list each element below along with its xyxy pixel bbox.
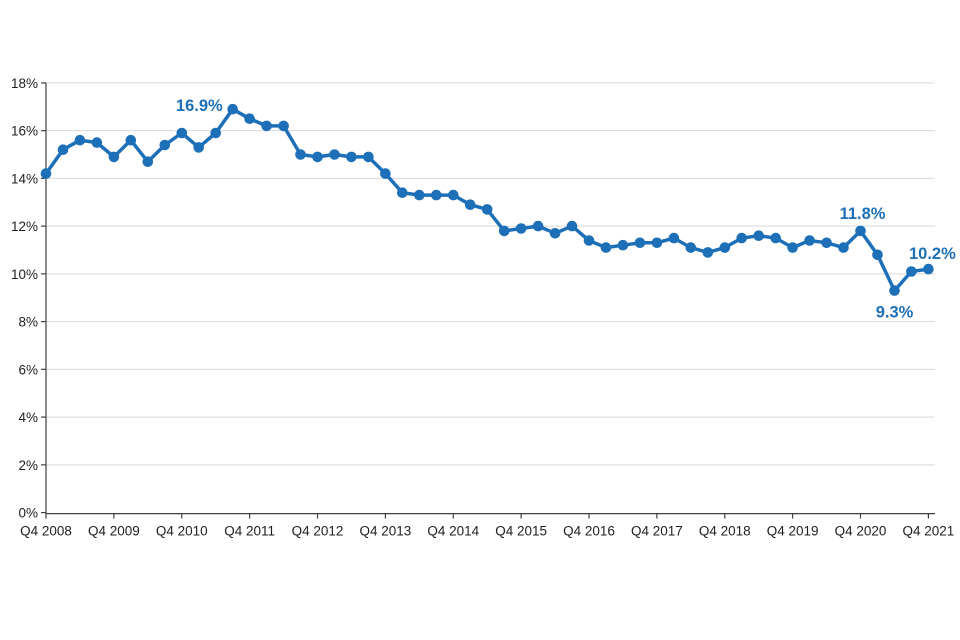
x-axis-tick-label: Q4 2018 (699, 524, 751, 539)
data-point (244, 113, 255, 124)
data-point (566, 220, 578, 232)
y-axis-tick-label: 18% (11, 76, 38, 91)
y-axis-tick-label: 0% (18, 506, 38, 521)
data-point (481, 204, 493, 215)
x-axis-tick-label: Q4 2019 (767, 524, 819, 539)
data-label-annotation: 11.8% (840, 205, 886, 223)
data-point (329, 149, 340, 160)
data-point (108, 151, 120, 163)
data-point (312, 151, 323, 163)
data-point (719, 242, 731, 253)
data-point (787, 242, 798, 253)
y-axis-tick-label: 16% (11, 124, 38, 139)
data-point (634, 237, 646, 249)
data-point (889, 285, 900, 296)
data-point (685, 242, 697, 253)
data-point (549, 228, 561, 239)
data-point (91, 137, 103, 148)
x-axis-tick-label: Q4 2009 (88, 524, 140, 539)
data-point (227, 103, 238, 115)
data-point (821, 237, 832, 249)
data-point (804, 235, 815, 246)
data-point (414, 189, 425, 201)
data-point (448, 189, 459, 201)
y-axis-tick-label: 2% (18, 458, 38, 473)
data-point (651, 237, 663, 249)
data-label-annotation: 16.9% (176, 97, 223, 115)
data-point (770, 232, 781, 244)
x-axis-tick-label: Q4 2011 (224, 524, 275, 539)
y-axis-tick-label: 4% (18, 410, 38, 425)
data-point (57, 144, 69, 155)
data-point (142, 156, 154, 167)
data-point (125, 134, 137, 146)
x-axis-tick-label: Q4 2014 (427, 524, 479, 539)
data-point (431, 189, 442, 201)
x-axis-tick-label: Q4 2013 (359, 524, 411, 539)
x-axis-tick-label: Q4 2010 (156, 524, 208, 539)
x-axis-tick-label: Q4 2008 (20, 524, 72, 539)
data-point (498, 225, 510, 237)
data-point (159, 139, 171, 151)
y-axis-tick-label: 8% (18, 315, 38, 330)
data-point (363, 151, 374, 163)
data-label-annotation: 10.2% (909, 245, 956, 263)
data-point (397, 187, 408, 198)
data-point (193, 142, 204, 153)
data-point (838, 242, 849, 253)
data-point (261, 120, 272, 132)
data-point (40, 168, 52, 179)
data-point (736, 232, 747, 244)
x-axis-tick-label: Q4 2017 (631, 524, 683, 539)
data-point (380, 168, 391, 179)
data-point (617, 239, 629, 251)
data-label-annotation: 9.3% (876, 304, 914, 322)
y-axis-tick-label: 12% (11, 219, 38, 234)
data-point (295, 149, 306, 160)
data-point (464, 199, 476, 210)
x-axis-tick-label: Q4 2020 (835, 524, 887, 539)
data-point (923, 263, 934, 275)
data-point (872, 249, 883, 261)
data-point (210, 127, 221, 139)
y-axis-tick-label: 6% (18, 362, 38, 377)
x-axis-tick-label: Q4 2012 (292, 524, 344, 539)
data-point (668, 232, 680, 244)
data-point (278, 120, 289, 132)
x-axis-tick-label: Q4 2021 (902, 524, 954, 539)
data-point (753, 230, 764, 241)
data-point (583, 235, 595, 246)
y-axis-tick-label: 14% (11, 171, 38, 186)
data-point (906, 266, 917, 277)
data-point (176, 127, 188, 139)
data-point (532, 220, 544, 232)
data-point (74, 134, 86, 146)
data-point (855, 225, 866, 237)
data-point (346, 151, 357, 163)
y-axis-tick-label: 10% (11, 267, 38, 282)
x-axis-tick-label: Q4 2016 (563, 524, 615, 539)
data-point (515, 223, 527, 234)
data-point (702, 247, 714, 258)
x-axis-tick-label: Q4 2015 (495, 524, 547, 539)
data-point (600, 242, 612, 253)
